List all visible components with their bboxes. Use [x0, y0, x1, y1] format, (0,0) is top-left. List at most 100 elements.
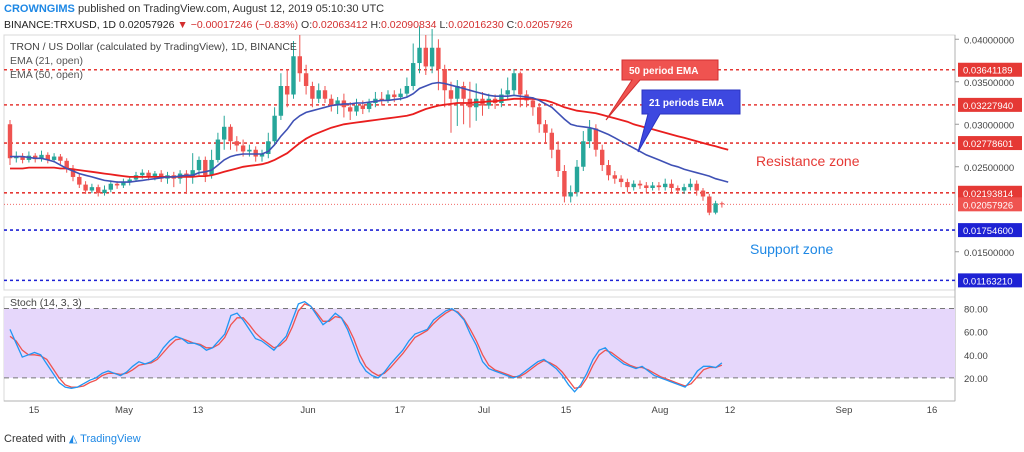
candle-body[interactable] [70, 168, 76, 177]
candle-body[interactable] [562, 171, 567, 197]
candle-body[interactable] [51, 156, 57, 160]
candle-body[interactable] [7, 124, 13, 159]
candle-body[interactable] [650, 185, 655, 188]
candle-body[interactable] [196, 159, 202, 171]
candle-body[interactable] [499, 94, 504, 104]
candle-body[interactable] [625, 182, 630, 188]
candle-body[interactable] [530, 100, 536, 108]
candle-body[interactable] [568, 192, 573, 197]
candle-body[interactable] [637, 183, 643, 186]
candle-body[interactable] [398, 93, 403, 98]
candle-body[interactable] [266, 141, 271, 154]
candle-body[interactable] [329, 98, 334, 106]
candle-body[interactable] [719, 203, 725, 205]
candle-body[interactable] [127, 179, 132, 183]
candle-body[interactable] [593, 128, 599, 150]
candle-body[interactable] [404, 86, 410, 94]
candle-body[interactable] [417, 47, 422, 64]
candle-body[interactable] [511, 73, 517, 91]
candle-body[interactable] [442, 69, 447, 91]
candle-body[interactable] [694, 183, 699, 191]
candle-body[interactable] [707, 196, 712, 213]
candle-body[interactable] [190, 170, 195, 177]
candle-body[interactable] [348, 107, 353, 112]
candle-body[interactable] [700, 190, 706, 197]
candle-body[interactable] [555, 149, 561, 171]
candle-body[interactable] [114, 183, 120, 186]
candle-body[interactable] [656, 185, 662, 188]
candle-body[interactable] [146, 172, 151, 177]
candle-body[interactable] [366, 103, 372, 109]
candle-body[interactable] [354, 105, 359, 112]
candle-body[interactable] [360, 105, 365, 109]
candle-body[interactable] [64, 160, 69, 169]
candle-body[interactable] [518, 73, 523, 95]
candle-body[interactable] [385, 94, 391, 101]
candle-body[interactable] [121, 182, 126, 186]
candle-body[interactable] [392, 94, 397, 98]
candle-body[interactable] [58, 156, 63, 161]
candle-body[interactable] [234, 141, 239, 146]
candle-body[interactable] [423, 47, 428, 67]
candle-body[interactable] [253, 149, 258, 157]
tradingview-link[interactable]: TradingView [80, 433, 141, 445]
candle-body[interactable] [45, 154, 50, 160]
candle-body[interactable] [310, 86, 315, 99]
candle-body[interactable] [102, 189, 107, 194]
candle-body[interactable] [278, 86, 284, 116]
candle-body[interactable] [713, 203, 718, 213]
candle-body[interactable] [663, 183, 668, 188]
candle-body[interactable] [39, 154, 44, 160]
candle-body[interactable] [600, 149, 605, 166]
candle-body[interactable] [247, 149, 252, 152]
candle-body[interactable] [203, 159, 208, 176]
candle-body[interactable] [681, 187, 687, 191]
candle-body[interactable] [272, 115, 277, 142]
candle-body[interactable] [612, 175, 617, 179]
candle-body[interactable] [152, 173, 158, 177]
candle-body[interactable] [83, 184, 88, 191]
candle-body[interactable] [669, 183, 674, 188]
candle-body[interactable] [461, 86, 466, 99]
candle-body[interactable] [631, 183, 636, 188]
candle-body[interactable] [285, 86, 290, 95]
candle-body[interactable] [429, 47, 435, 67]
candle-body[interactable] [574, 166, 580, 193]
candle-body[interactable] [240, 145, 246, 152]
author-name[interactable]: CROWNGIMS [4, 3, 75, 15]
candle-body[interactable] [581, 141, 586, 167]
candle-body[interactable] [259, 154, 265, 157]
candle-body[interactable] [587, 128, 592, 142]
candle-body[interactable] [455, 86, 460, 99]
candle-body[interactable] [291, 56, 296, 95]
candle-body[interactable] [644, 185, 649, 188]
candle-body[interactable] [448, 90, 454, 99]
candle-body[interactable] [20, 156, 25, 160]
candle-body[interactable] [96, 187, 101, 194]
candle-body[interactable] [77, 176, 82, 185]
candle-body[interactable] [537, 107, 542, 125]
candle-body[interactable] [228, 126, 233, 142]
candle-body[interactable] [618, 178, 624, 183]
candle-body[interactable] [543, 124, 548, 133]
candle-body[interactable] [209, 159, 214, 176]
candle-body[interactable] [322, 90, 328, 99]
candle-body[interactable] [108, 183, 113, 190]
candle-body[interactable] [222, 126, 227, 140]
candle-body[interactable] [316, 90, 321, 99]
candle-body[interactable] [297, 56, 302, 74]
candle-body[interactable] [89, 187, 95, 191]
candle-body[interactable] [335, 100, 340, 106]
candle-body[interactable] [33, 155, 38, 160]
candle-body[interactable] [688, 183, 693, 188]
candle-body[interactable] [606, 165, 611, 176]
candle-body[interactable] [675, 188, 680, 191]
candle-body[interactable] [436, 47, 441, 69]
candle-body[interactable] [411, 63, 416, 86]
candle-body[interactable] [215, 139, 221, 160]
candle-body[interactable] [303, 73, 309, 86]
candle-body[interactable] [505, 90, 510, 95]
candle-body[interactable] [549, 132, 554, 150]
candle-body[interactable] [140, 172, 145, 176]
